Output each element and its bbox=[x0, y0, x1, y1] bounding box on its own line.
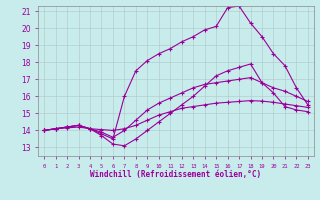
X-axis label: Windchill (Refroidissement éolien,°C): Windchill (Refroidissement éolien,°C) bbox=[91, 170, 261, 179]
